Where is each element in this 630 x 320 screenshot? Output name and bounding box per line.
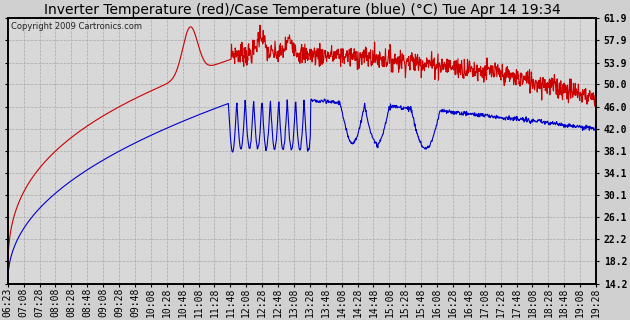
Text: Copyright 2009 Cartronics.com: Copyright 2009 Cartronics.com bbox=[11, 22, 142, 31]
Title: Inverter Temperature (red)/Case Temperature (blue) (°C) Tue Apr 14 19:34: Inverter Temperature (red)/Case Temperat… bbox=[43, 3, 560, 17]
